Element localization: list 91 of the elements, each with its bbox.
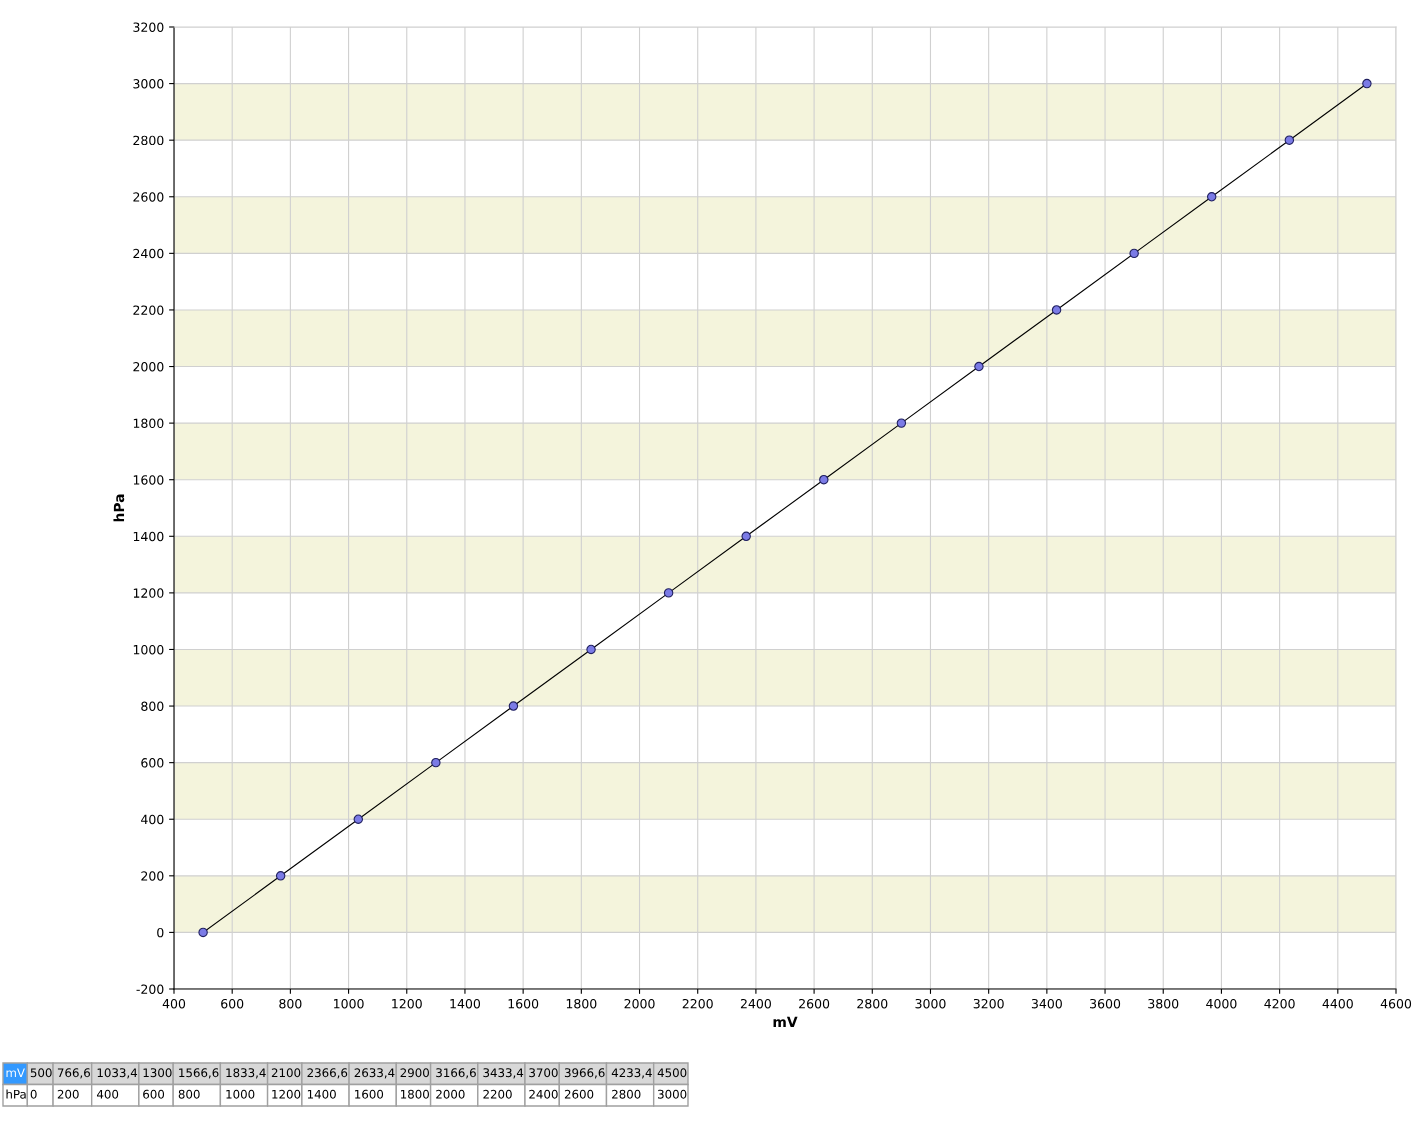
x-tick-label: 1600 [508,998,539,1009]
text: 3000 [658,1089,687,1099]
text: 2600 [564,1089,594,1099]
x-tick-label: 2600 [799,998,830,1009]
text: 2900 [400,1068,429,1078]
text: 2000 [436,1089,465,1099]
x-tick-label: 2400 [740,998,771,1009]
text: 200 [57,1089,79,1099]
x-tick-label: 3800 [1148,998,1179,1009]
point [508,701,519,711]
point [586,644,596,655]
text: 2400 [529,1089,558,1099]
point [663,588,674,598]
text: 2200 [483,1089,512,1099]
x-tick-label: 1800 [566,998,597,1009]
text: 1800 [401,1089,429,1099]
text: 800 [178,1089,200,1099]
x-tick-label: 3000 [915,998,946,1009]
text: 3700 [529,1068,558,1078]
x-axis-title: mV [773,1016,798,1027]
text: 2100 [271,1068,301,1078]
text: 4233,4 [611,1068,652,1079]
x-tick-label: 1200 [392,998,422,1009]
text: 1566,6 [179,1068,219,1079]
text: 2800 [612,1089,641,1099]
text: mV [6,1068,25,1078]
text: 0 [30,1089,37,1099]
point [1284,135,1295,145]
y-tick-label: 1000 [133,644,164,655]
y-tick-label: 2800 [133,135,164,146]
x-tick-label: 3200 [973,998,1004,1009]
point [1129,248,1139,259]
y-tick-label: 3000 [133,79,164,89]
point [1051,305,1062,315]
point [741,531,751,542]
point [353,814,364,824]
point [819,474,829,485]
y-tick-label: -200 [136,984,164,994]
text: 1833,4 [226,1068,266,1079]
y-tick-label: 0 [157,927,164,938]
text: 1200 [272,1089,301,1099]
x-tick-label: 4200 [1264,998,1295,1009]
x-tick-label: 800 [279,998,302,1009]
point [198,927,208,938]
x-tick-label: 1000 [334,998,364,1009]
x-tick-label: 4000 [1206,998,1237,1009]
text: 2633,4 [354,1068,395,1079]
y-tick-label: 3200 [133,22,164,32]
text: 1300 [143,1068,172,1078]
y-tick-label: 1400 [133,531,164,542]
text: 1600 [355,1089,384,1099]
x-tick-label: 600 [221,998,244,1009]
x-tick-label: 4600 [1380,998,1412,1009]
x-tick-label: 3400 [1031,998,1062,1009]
y-axis-title: hPa [113,494,125,522]
x-tick-label: 4400 [1322,998,1353,1009]
text: 3966,6 [564,1068,605,1079]
x-tick-label: 3600 [1090,998,1121,1009]
y-tick-label: 400 [141,814,164,825]
x-tick-label: 2000 [624,998,655,1009]
y-tick-label: 1600 [133,475,164,485]
y-tick-label: 800 [141,701,164,711]
text: 3166,6 [436,1068,476,1079]
text: 2366,6 [307,1068,348,1079]
point [431,757,441,768]
text: 3433,4 [483,1068,524,1079]
y-tick-label: 600 [141,758,164,768]
y-tick-label: 200 [141,871,164,881]
y-tick-label: 2000 [133,362,164,372]
text: 1033,4 [97,1068,138,1079]
point [1206,192,1217,202]
x-tick-label: 1400 [450,998,481,1009]
y-tick-label: 2600 [133,192,164,202]
x-tick-label: 2200 [682,998,713,1009]
point [275,871,286,881]
x-tick-label: 2800 [857,998,888,1009]
text: 500 [30,1068,52,1078]
point [974,361,984,372]
x-tick-label: 400 [162,998,186,1009]
text: 4500 [657,1068,687,1078]
text: 1000 [226,1089,255,1099]
point [1362,78,1372,89]
y-tick-label: 2400 [133,248,164,259]
text: 400 [96,1089,119,1099]
point [896,418,907,428]
y-tick-label: 1200 [133,588,164,598]
text: hPa [6,1089,26,1099]
y-tick-label: 1800 [133,418,164,429]
y-tick-label: 2200 [133,305,164,315]
text: 1400 [307,1089,336,1099]
text: 766,6 [57,1068,90,1079]
